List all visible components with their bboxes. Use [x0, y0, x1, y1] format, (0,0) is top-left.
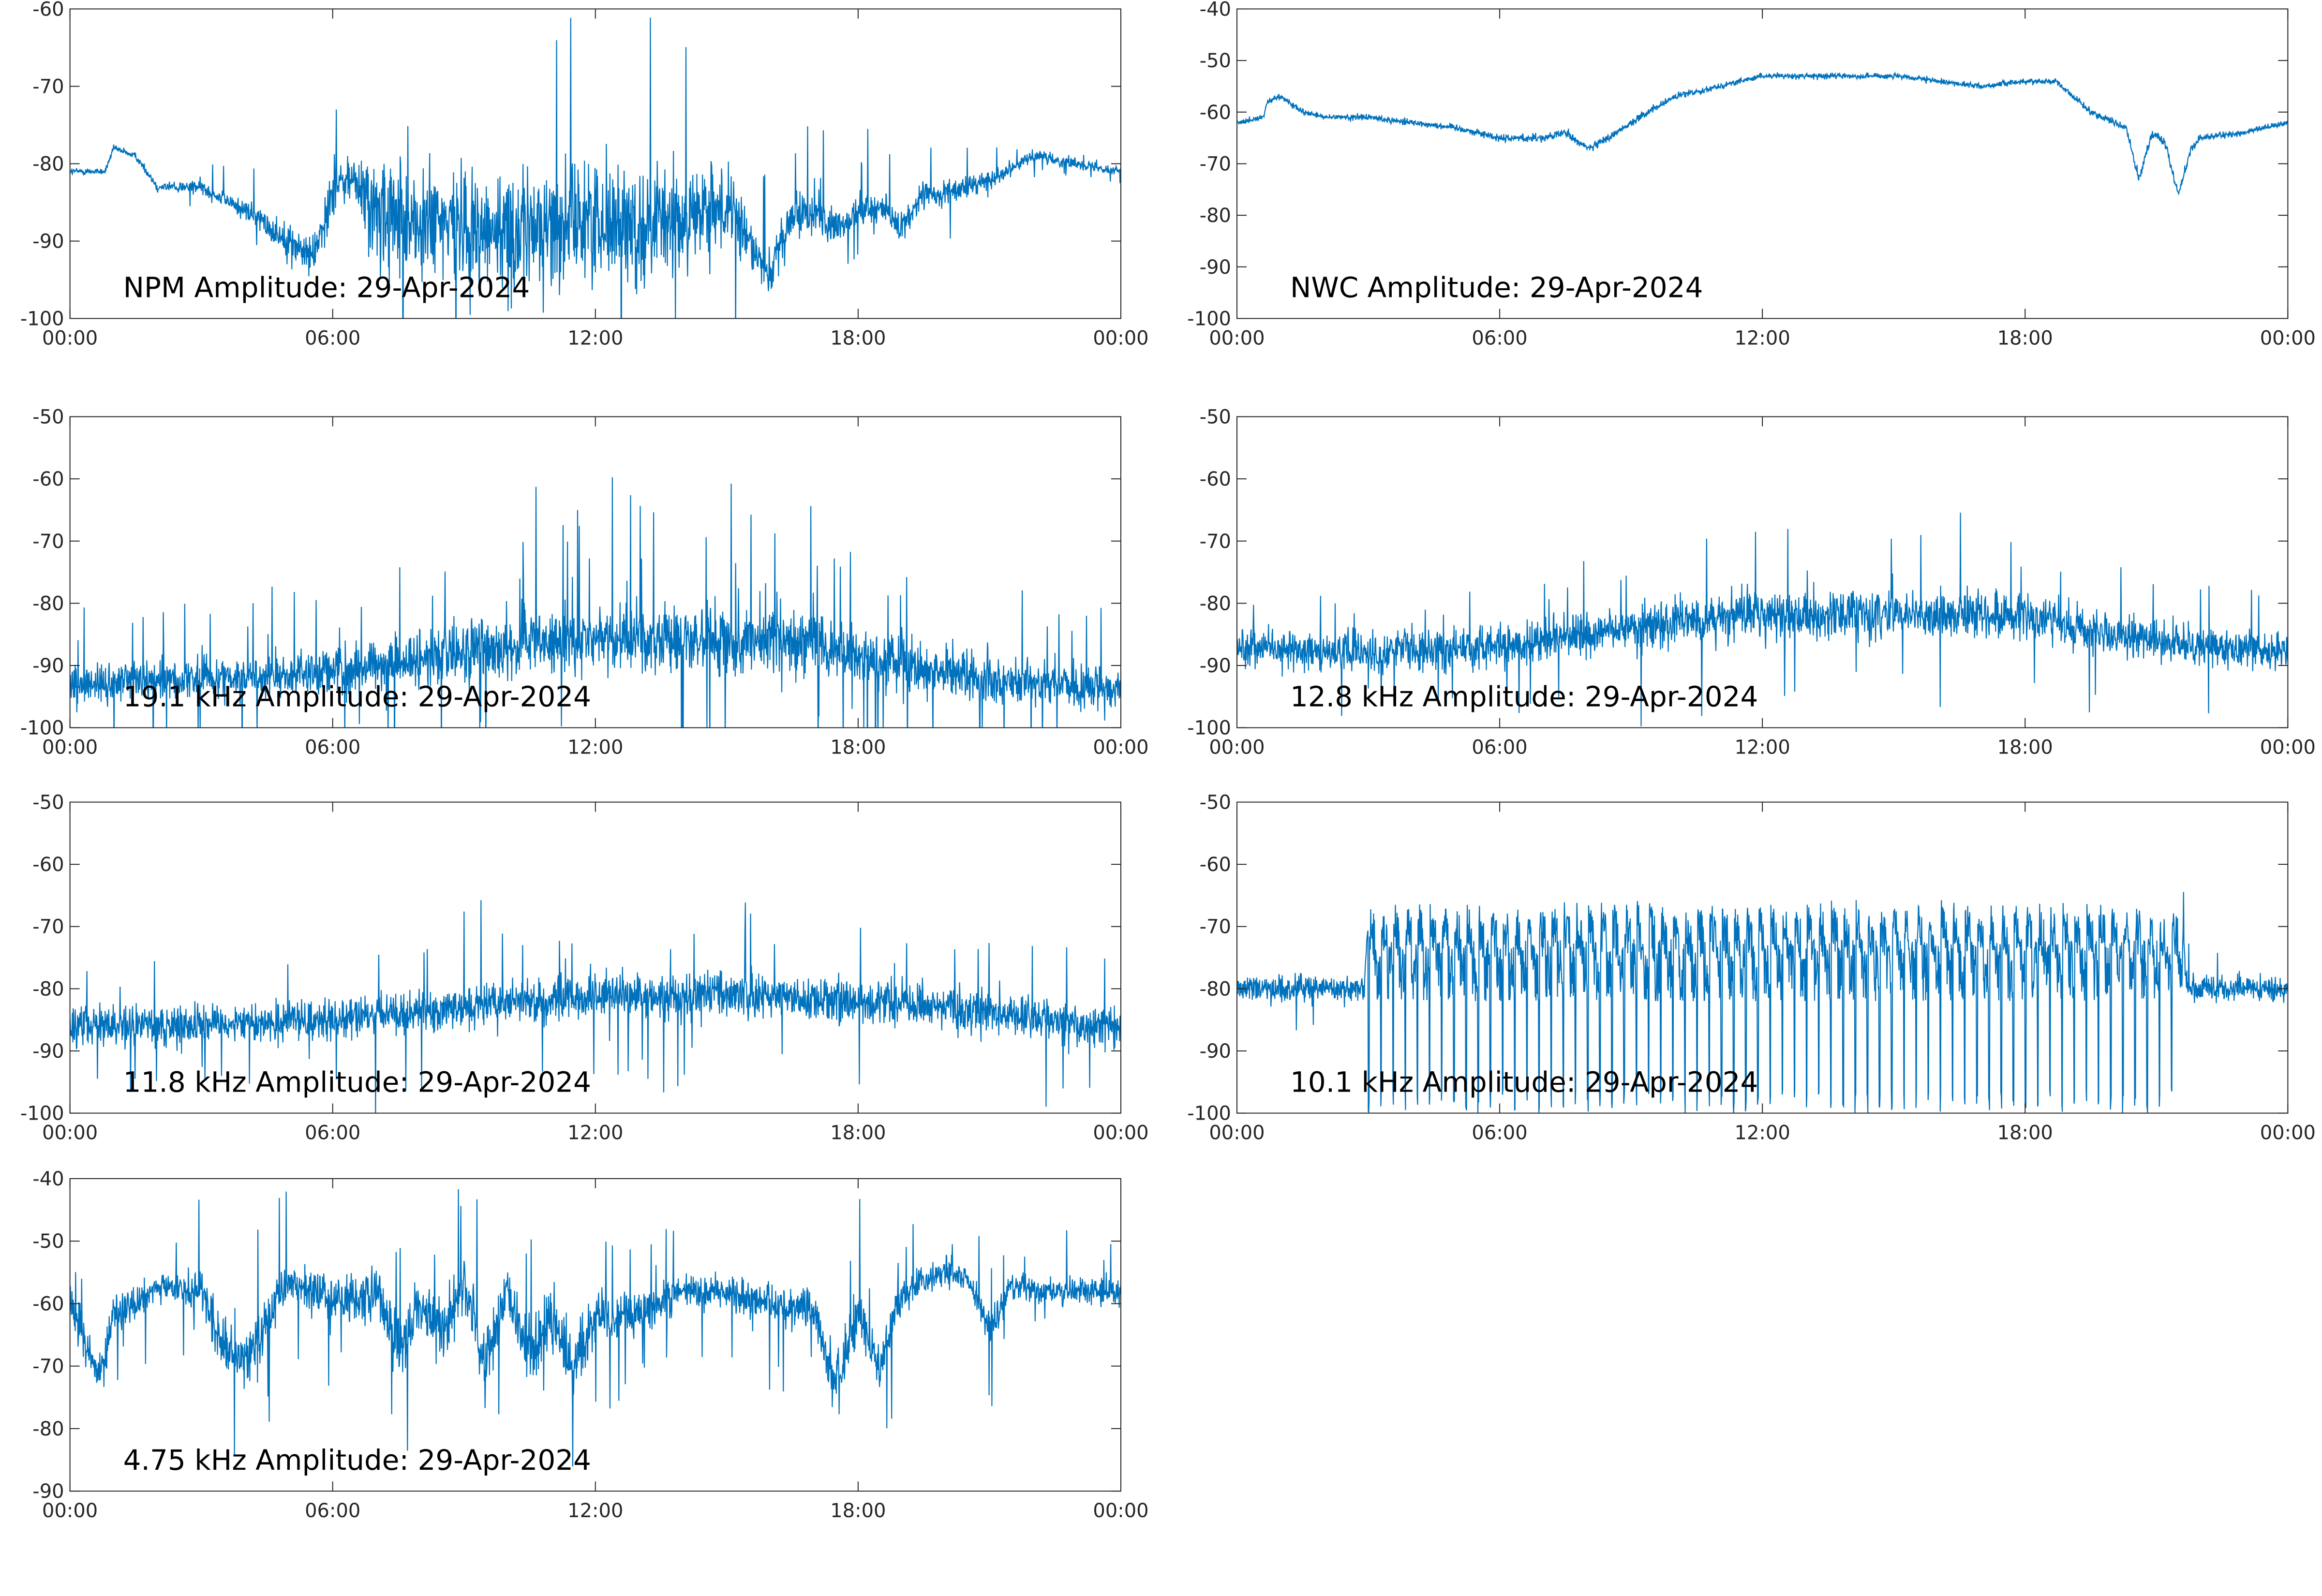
panel-title: 11.8 kHz Amplitude: 29-Apr-2024: [123, 1066, 591, 1099]
y-tick-label: -90: [32, 655, 64, 677]
x-tick-label: 18:00: [830, 1122, 886, 1144]
x-tick-label: 18:00: [1997, 737, 2053, 759]
y-tick-label: -70: [1200, 916, 1231, 938]
y-tick-label: -50: [32, 792, 64, 814]
y-tick-label: -70: [1200, 531, 1231, 553]
panel-title: 10.1 kHz Amplitude: 29-Apr-2024: [1290, 1066, 1758, 1099]
series-line: [1236, 71, 2288, 196]
y-tick-label: -90: [1200, 256, 1231, 279]
x-tick-label: 06:00: [305, 1500, 360, 1522]
y-tick-label: -60: [32, 854, 64, 876]
y-tick-label: -90: [1200, 1040, 1231, 1063]
y-tick-label: -90: [32, 230, 64, 252]
y-tick-label: -80: [32, 592, 64, 615]
x-tick-label: 00:00: [42, 327, 98, 349]
y-tick-label: -70: [32, 75, 64, 98]
y-tick-label: -60: [32, 468, 64, 490]
x-tick-label: 18:00: [830, 1500, 886, 1522]
x-tick-label: 12:00: [567, 327, 623, 349]
x-tick-label: 12:00: [1735, 327, 1790, 349]
y-tick-label: -70: [32, 531, 64, 553]
y-tick-label: -50: [1200, 50, 1231, 72]
x-tick-label: 12:00: [1735, 1122, 1790, 1144]
y-tick-label: -100: [20, 717, 64, 739]
y-tick-label: -50: [32, 1230, 64, 1253]
y-tick-label: -60: [1200, 854, 1231, 876]
panel-title: 12.8 kHz Amplitude: 29-Apr-2024: [1290, 680, 1758, 713]
panel-title: 19.1 kHz Amplitude: 29-Apr-2024: [123, 680, 591, 713]
panel-title: NPM Amplitude: 29-Apr-2024: [123, 271, 530, 304]
x-tick-label: 18:00: [1997, 327, 2053, 349]
x-tick-label: 00:00: [1093, 327, 1148, 349]
y-tick-label: -90: [1200, 655, 1231, 677]
series-line: [70, 900, 1121, 1113]
x-tick-label: 00:00: [42, 737, 98, 759]
x-tick-label: 00:00: [1209, 737, 1265, 759]
series-line: [1236, 512, 2288, 726]
y-tick-label: -100: [20, 308, 64, 330]
x-tick-label: 06:00: [305, 737, 360, 759]
x-tick-label: 06:00: [305, 327, 360, 349]
y-tick-label: -60: [1200, 102, 1231, 124]
y-tick-label: -80: [32, 978, 64, 1000]
y-tick-label: -40: [1200, 0, 1231, 20]
x-tick-label: 00:00: [1093, 737, 1148, 759]
x-tick-label: 18:00: [1997, 1122, 2053, 1144]
x-tick-label: 18:00: [830, 737, 886, 759]
x-tick-label: 18:00: [830, 327, 886, 349]
x-tick-label: 00:00: [1209, 327, 1265, 349]
x-tick-label: 00:00: [42, 1500, 98, 1522]
x-tick-label: 00:00: [42, 1122, 98, 1144]
x-tick-label: 12:00: [567, 1500, 623, 1522]
y-tick-label: -90: [32, 1040, 64, 1063]
x-tick-label: 00:00: [1093, 1122, 1148, 1144]
y-tick-label: -70: [32, 1356, 64, 1378]
y-tick-label: -100: [1187, 1103, 1231, 1125]
x-tick-label: 00:00: [1093, 1500, 1148, 1522]
x-tick-label: 06:00: [1472, 327, 1527, 349]
series-line: [70, 477, 1121, 728]
x-tick-label: 00:00: [2260, 327, 2316, 349]
y-tick-label: -100: [1187, 717, 1231, 739]
x-tick-label: 06:00: [1472, 737, 1527, 759]
y-tick-label: -90: [32, 1480, 64, 1503]
y-tick-label: -80: [1200, 978, 1231, 1000]
y-tick-label: -80: [32, 153, 64, 175]
y-tick-label: -50: [32, 406, 64, 429]
y-tick-label: -100: [1187, 308, 1231, 330]
y-tick-label: -60: [1200, 468, 1231, 490]
x-tick-label: 06:00: [305, 1122, 360, 1144]
panel-title: NWC Amplitude: 29-Apr-2024: [1290, 271, 1703, 304]
x-tick-label: 06:00: [1472, 1122, 1527, 1144]
x-tick-label: 12:00: [567, 737, 623, 759]
y-tick-label: -60: [32, 1293, 64, 1315]
y-tick-label: -80: [1200, 205, 1231, 227]
series-line: [70, 1189, 1121, 1467]
y-tick-label: -60: [32, 0, 64, 20]
y-tick-label: -80: [1200, 592, 1231, 615]
x-tick-label: 12:00: [1735, 737, 1790, 759]
y-tick-label: -50: [1200, 792, 1231, 814]
series-line: [70, 17, 1121, 319]
series-line: [1236, 892, 2288, 1113]
x-tick-label: 12:00: [567, 1122, 623, 1144]
panel-title: 4.75 kHz Amplitude: 29-Apr-2024: [123, 1444, 591, 1477]
y-tick-label: -50: [1200, 406, 1231, 429]
y-tick-label: -100: [20, 1103, 64, 1125]
y-tick-label: -70: [32, 916, 64, 938]
y-tick-label: -70: [1200, 153, 1231, 175]
x-tick-label: 00:00: [2260, 1122, 2316, 1144]
y-tick-label: -40: [32, 1168, 64, 1190]
x-tick-label: 00:00: [2260, 737, 2316, 759]
y-tick-label: -80: [32, 1418, 64, 1440]
x-tick-label: 00:00: [1209, 1122, 1265, 1144]
